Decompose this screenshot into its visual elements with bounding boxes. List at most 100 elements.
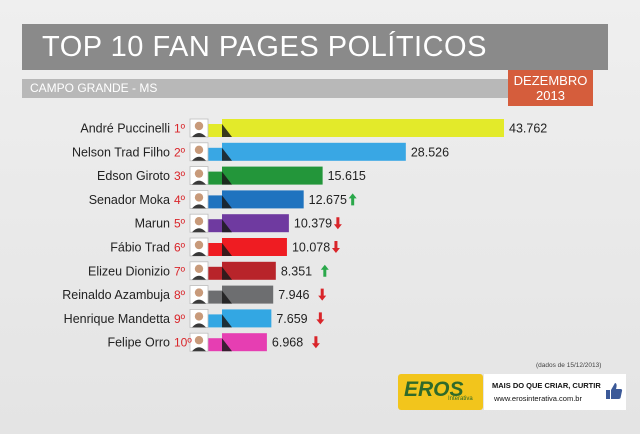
- avatar-face: [194, 264, 204, 273]
- bar: [222, 190, 304, 209]
- brand-tagline: MAIS DO QUE CRIAR, CURTIR: [492, 381, 601, 390]
- bar: [222, 285, 274, 304]
- bar-tab: [208, 219, 222, 233]
- category-label: Senador Moka: [89, 193, 170, 207]
- bar-tab: [208, 290, 222, 304]
- value-label: 10.379: [294, 217, 332, 231]
- bar-fold: [222, 243, 232, 256]
- brand-logo: EROS Interativa: [398, 374, 483, 410]
- bar-fold: [222, 124, 232, 137]
- bar-tab: [208, 195, 222, 209]
- brand-logo-sub: Interativa: [448, 396, 473, 402]
- rank-label: 7º: [174, 264, 186, 278]
- avatar-body: [192, 156, 206, 161]
- bar-fold: [222, 290, 232, 304]
- rank-label: 3º: [174, 169, 186, 183]
- trend-down-icon: [331, 241, 340, 253]
- bar: [222, 214, 289, 233]
- trend-up-icon: [320, 264, 329, 277]
- avatar-body: [192, 252, 206, 256]
- rank-label: 1º: [174, 122, 186, 136]
- bar: [222, 309, 272, 328]
- value-label: 6.968: [272, 336, 303, 350]
- bar-fold: [222, 171, 232, 185]
- month-badge: DEZEMBRO 2013: [508, 70, 593, 106]
- rank-label: 6º: [174, 241, 186, 255]
- avatar-body: [192, 180, 206, 185]
- category-label: Nelson Trad Filho: [72, 145, 170, 159]
- value-label: 15.615: [328, 169, 366, 183]
- value-label: 28.526: [411, 145, 449, 159]
- bar-fold: [222, 195, 232, 209]
- bar-tab: [208, 124, 222, 137]
- trend-down-icon: [333, 217, 342, 230]
- avatar-face: [194, 217, 204, 226]
- bar-tab: [208, 266, 222, 280]
- bar-fold: [222, 219, 232, 233]
- rank-label: 2º: [174, 145, 186, 159]
- value-label: 7.946: [278, 288, 309, 302]
- avatar-face: [194, 288, 204, 297]
- category-label: Reinaldo Azambuja: [62, 288, 170, 302]
- value-label: 8.351: [281, 264, 312, 278]
- bar-tab: [208, 243, 222, 256]
- title-banner: TOP 10 FAN PAGES POLÍTICOS: [22, 24, 608, 70]
- subtitle-strip: CAMPO GRANDE - MS: [22, 79, 508, 98]
- avatar-body: [192, 299, 206, 304]
- avatar-body: [192, 228, 206, 233]
- trend-up-icon: [348, 193, 357, 206]
- rank-label: 4º: [174, 193, 186, 207]
- bar-fold: [222, 338, 232, 352]
- source-note: (dados de 15/12/2013): [536, 362, 602, 369]
- value-label: 12.675: [309, 193, 347, 207]
- category-label: Marun: [135, 217, 170, 231]
- page-subtitle: CAMPO GRANDE - MS: [30, 81, 158, 95]
- avatar-face: [194, 336, 204, 345]
- avatar-body: [192, 204, 206, 209]
- rank-label: 10º: [174, 336, 192, 350]
- thumbs-up-icon: [606, 383, 623, 399]
- month-label: DEZEMBRO: [513, 73, 588, 88]
- category-label: Edson Giroto: [97, 169, 170, 183]
- bar-fold: [222, 314, 232, 328]
- bar-fold: [222, 266, 232, 280]
- bar: [222, 261, 276, 280]
- bar-tab: [208, 338, 222, 352]
- value-label: 43.762: [509, 122, 547, 136]
- bar: [222, 238, 287, 256]
- value-label: 10.078: [292, 241, 330, 255]
- category-label: Felipe Orro: [107, 336, 170, 350]
- bar-fold: [222, 147, 232, 161]
- category-label: Fábio Trad: [110, 241, 170, 255]
- bar: [222, 166, 323, 185]
- avatar-body: [192, 275, 206, 280]
- avatar-face: [194, 193, 204, 202]
- avatar-body: [192, 347, 206, 352]
- category-label: Henrique Mandetta: [64, 312, 170, 326]
- year-label: 2013: [536, 88, 565, 103]
- trend-down-icon: [316, 312, 325, 325]
- rank-label: 8º: [174, 288, 186, 302]
- category-label: André Puccinelli: [80, 122, 170, 136]
- page-title: TOP 10 FAN PAGES POLÍTICOS: [42, 31, 487, 63]
- avatar-body: [192, 323, 206, 328]
- trend-down-icon: [318, 288, 327, 301]
- avatar-face: [194, 145, 204, 154]
- brand-url: www.erosinterativa.com.br: [494, 394, 582, 403]
- category-label: Elizeu Dionizio: [88, 264, 170, 278]
- bar-tab: [208, 171, 222, 185]
- avatar-face: [194, 121, 204, 131]
- avatar-body: [192, 133, 206, 137]
- value-label: 7.659: [276, 312, 307, 326]
- bar-tab: [208, 314, 222, 328]
- bar-tab: [208, 147, 222, 161]
- bar: [222, 333, 267, 352]
- rank-label: 5º: [174, 217, 186, 231]
- avatar-face: [194, 169, 204, 178]
- avatar-face: [194, 312, 204, 321]
- brand-logo-text: EROS: [404, 378, 464, 401]
- rank-label: 9º: [174, 312, 186, 326]
- bar: [222, 142, 406, 161]
- bar: [222, 119, 504, 137]
